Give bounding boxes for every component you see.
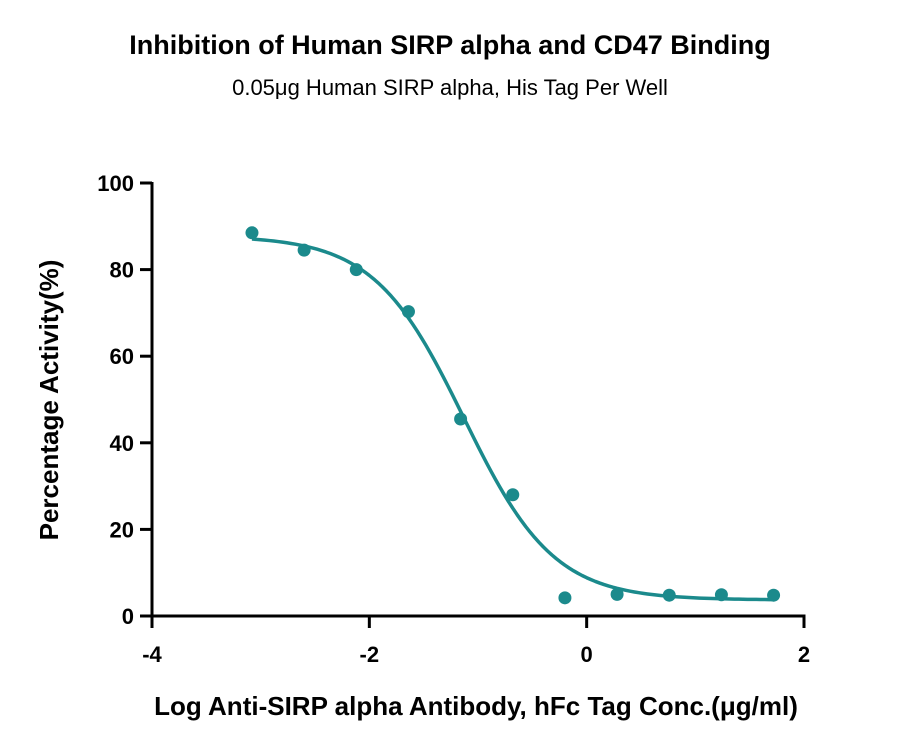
axes — [150, 182, 806, 618]
y-tick-label: 80 — [110, 258, 134, 283]
chart-subtitle: 0.05μg Human SIRP alpha, His Tag Per Wel… — [232, 75, 668, 100]
data-point — [558, 591, 572, 605]
data-points — [245, 226, 781, 605]
fit-curve-group — [251, 237, 774, 602]
data-point — [297, 243, 311, 257]
data-point — [506, 488, 520, 502]
y-axis-title: Percentage Activity(%) — [34, 260, 64, 541]
data-point — [714, 588, 728, 602]
x-tick-label: -4 — [142, 642, 162, 667]
y-tick-label: 100 — [97, 171, 134, 196]
y-tick-label: 60 — [110, 344, 134, 369]
ticks: 0 20 40 60 80 100 -4 -2 0 2 — [97, 171, 810, 667]
data-point — [349, 263, 363, 277]
y-tick-label: 0 — [122, 604, 134, 629]
x-axis-title: Log Anti-SIRP alpha Antibody, hFc Tag Co… — [154, 691, 798, 721]
data-point — [610, 587, 624, 601]
x-tick-label: 0 — [581, 642, 593, 667]
data-point — [767, 588, 781, 602]
data-point — [662, 588, 676, 602]
y-tick-label: 40 — [110, 431, 134, 456]
chart-title: Inhibition of Human SIRP alpha and CD47 … — [129, 30, 771, 60]
y-tick-label: 20 — [110, 517, 134, 542]
x-tick-label: -2 — [360, 642, 380, 667]
data-point — [401, 305, 415, 319]
data-point — [454, 412, 468, 426]
data-point — [245, 226, 259, 240]
fit-curve — [251, 237, 774, 602]
x-tick-label: 2 — [798, 642, 810, 667]
